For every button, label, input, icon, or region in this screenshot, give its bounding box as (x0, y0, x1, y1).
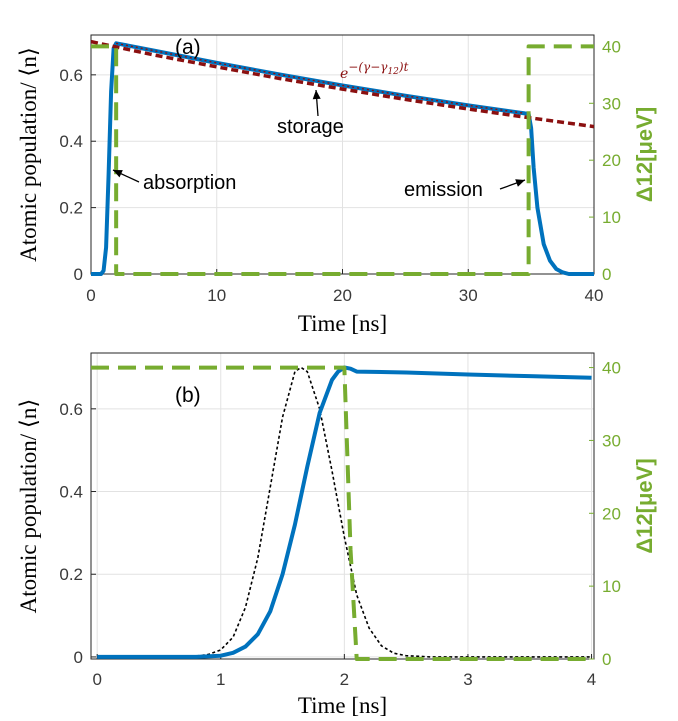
annotation-storage: storage (277, 116, 344, 138)
series-line-input-pulse (97, 366, 592, 658)
annotation-emission: emission (404, 179, 483, 201)
annotation-arrow-head (113, 170, 123, 178)
annotation-absorption: absorption (143, 172, 236, 194)
y-tick-label: 0.4 (59, 132, 83, 151)
x-tick-label: 0 (92, 670, 101, 689)
formula-base: e (340, 66, 348, 82)
x-tick-label: 0 (86, 286, 95, 305)
y-tick-label: 0.2 (59, 199, 83, 218)
x-tick-label: 40 (585, 286, 604, 305)
panel-label: (b) (175, 384, 201, 407)
y-tick-label: 0 (74, 648, 83, 667)
y-axis-label: Atomic population/ ⟨n⟩ (16, 399, 41, 614)
plot-frame (90, 352, 595, 660)
y-right-tick-label: 0 (602, 650, 611, 669)
formula-subscript: 12 (387, 67, 399, 77)
series-group (91, 39, 594, 276)
y-right-tick-label: 40 (602, 37, 621, 56)
x-tick-label: 2 (340, 670, 349, 689)
y-right-tick-label: 20 (602, 151, 621, 170)
y-right-tick-label: 30 (602, 94, 621, 113)
x-tick-label: 4 (587, 670, 596, 689)
y-right-tick-label: 0 (602, 265, 611, 284)
annotation-arrow-head (312, 90, 321, 100)
y-tick-label: 0.4 (59, 483, 83, 502)
y-tick-label: 0.6 (59, 400, 83, 419)
x-tick-label: 10 (207, 286, 226, 305)
y-right-axis-label: Δ12[μeV] (632, 107, 657, 202)
x-tick-label: 1 (216, 670, 225, 689)
y-tick-label: 0.2 (59, 565, 83, 584)
y-tick-label: 0 (74, 265, 83, 284)
y-axis-label: Atomic population/ ⟨n⟩ (16, 47, 41, 262)
series-line-detuning (91, 44, 594, 276)
decay-formula-label: e−(γ−γ12)t (340, 60, 409, 82)
y-right-tick-label: 40 (602, 359, 621, 378)
y-tick-label: 0.6 (59, 66, 83, 85)
x-tick-label: 3 (463, 670, 472, 689)
series-group (91, 365, 592, 661)
y-right-tick-label: 30 (602, 431, 621, 450)
panel-label: (a) (175, 36, 201, 59)
y-right-tick-label: 10 (602, 577, 621, 596)
series-line-decay-overlay (116, 42, 525, 115)
series-line-decay-fit (91, 39, 594, 129)
series-line-detuning (91, 365, 592, 661)
y-right-tick-label: 10 (602, 208, 621, 227)
y-right-axis-label: Δ12[μeV] (632, 458, 657, 553)
x-tick-label: 30 (459, 286, 478, 305)
formula-exponent-end: )t (398, 60, 409, 74)
annotation-arrow-head (515, 179, 525, 187)
series-line-population (97, 365, 592, 659)
x-axis-label: Time [ns] (298, 311, 387, 336)
x-axis-label: Time [ns] (298, 693, 387, 718)
x-tick-label: 20 (333, 286, 352, 305)
panel-a: 0 10 20 30 40 0 0.2 0.4 0.6 0 10 20 30 40 Time [ns] Ato… (16, 34, 657, 336)
formula-exponent: −(γ−γ (348, 60, 388, 74)
y-right-tick-label: 20 (602, 504, 621, 523)
